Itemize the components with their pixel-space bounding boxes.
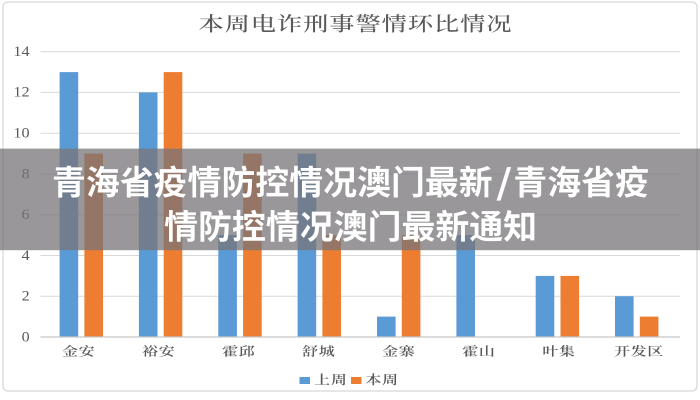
svg-text:2: 2: [22, 289, 30, 305]
svg-text:0: 0: [22, 329, 30, 345]
svg-text:4: 4: [22, 248, 30, 264]
svg-text:14: 14: [13, 44, 29, 60]
svg-text:12: 12: [13, 85, 29, 101]
svg-text:10: 10: [13, 126, 29, 142]
